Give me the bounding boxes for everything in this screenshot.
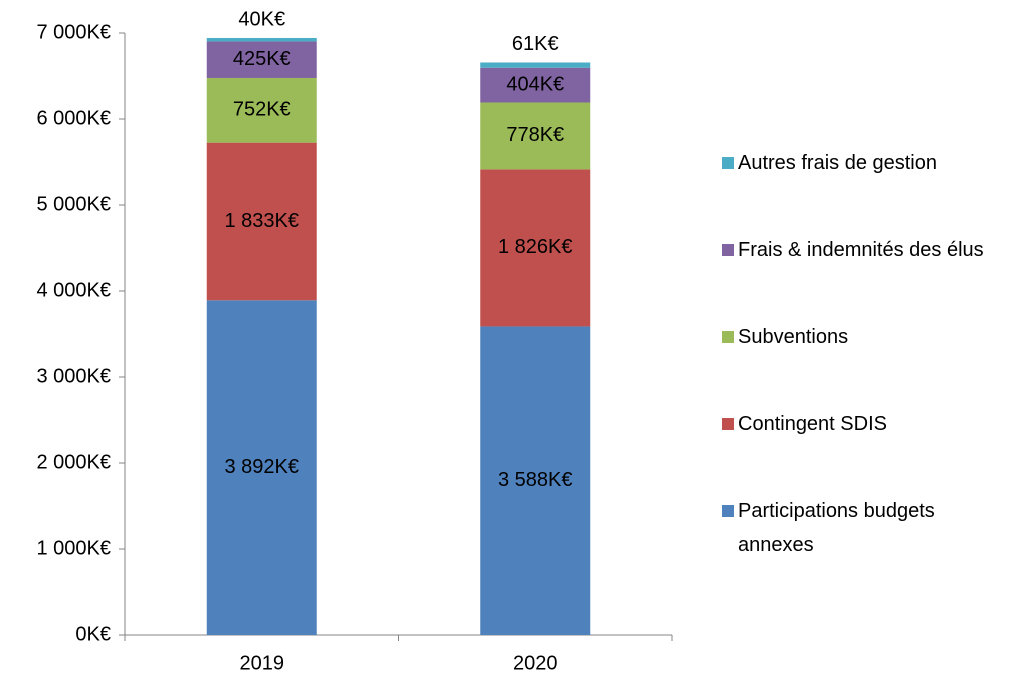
y-tick-label: 5 000K€ [36,193,111,215]
y-tick-label: 3 000K€ [36,365,111,387]
legend-item: Participations budgets annexes [722,494,972,562]
bar-segment [206,300,317,635]
legend-swatch [722,157,734,169]
x-tick-label: 2019 [240,652,285,674]
y-tick-label: 4 000K€ [36,279,111,301]
legend-swatch [722,418,734,430]
bar-segment [480,169,591,327]
legend-item: Autres frais de gestion [722,146,1032,180]
bar-segment [480,326,591,635]
y-tick-label: 0K€ [75,623,111,645]
bar-segment [480,67,591,103]
legend-label: Subventions [738,326,849,348]
legend-item: Frais & indemnités des élus [722,233,1032,267]
bar-segment [480,62,591,68]
y-tick-label: 7 000K€ [36,21,111,43]
bar-segment [206,41,317,78]
legend-label: Frais & indemnités des élus [738,239,984,261]
bar-segment [206,142,317,301]
data-label: 752K€ [233,99,291,121]
data-label: 40K€ [238,8,285,30]
bar-segment [206,37,317,42]
legend-label: Contingent SDIS [738,413,887,435]
data-label: 3 892K€ [224,456,299,478]
legend-item: Subventions [722,320,1032,354]
data-label: 3 588K€ [498,469,573,491]
legend-item: Contingent SDIS [722,407,1032,441]
legend-label: Participations budgets annexes [738,500,935,556]
data-label: 1 826K€ [498,236,573,258]
data-label: 1 833K€ [224,210,299,232]
legend-swatch [722,331,734,343]
y-tick-label: 1 000K€ [36,537,111,559]
bar-segment [480,102,591,170]
y-tick-label: 6 000K€ [36,107,111,129]
data-label: 404K€ [506,73,564,95]
x-tick-label: 2020 [513,652,558,674]
y-tick-label: 2 000K€ [36,451,111,473]
legend-swatch [722,244,734,256]
data-label: 425K€ [233,48,291,70]
legend-label: Autres frais de gestion [738,152,937,174]
data-label: 61K€ [512,33,559,55]
legend-swatch [722,505,734,517]
bar-segment [206,77,317,143]
data-label: 778K€ [506,124,564,146]
